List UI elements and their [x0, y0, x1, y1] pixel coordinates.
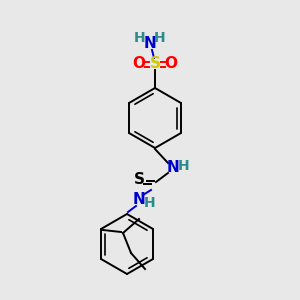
Text: S: S [149, 56, 161, 71]
Text: N: N [167, 160, 179, 175]
Text: N: N [144, 37, 156, 52]
Text: H: H [154, 31, 166, 45]
Text: N: N [133, 193, 146, 208]
Text: O: O [164, 56, 178, 71]
Text: O: O [133, 56, 146, 71]
Text: S: S [134, 172, 145, 188]
Text: H: H [144, 196, 156, 210]
Text: H: H [134, 31, 146, 45]
Text: H: H [178, 159, 190, 173]
